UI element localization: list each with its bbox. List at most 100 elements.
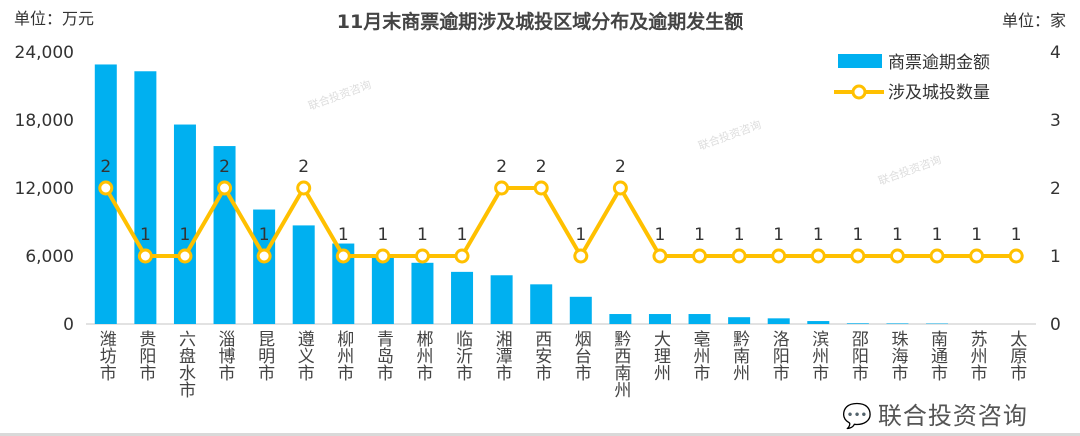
data-label: 1 (971, 225, 982, 245)
data-label: 1 (377, 225, 388, 245)
logo-text: 联合投资咨询 (877, 402, 1028, 430)
line-point (98, 180, 114, 196)
category-label: 烟台市 (570, 330, 591, 381)
line-point (256, 248, 272, 264)
bar (451, 271, 474, 324)
data-label: 1 (734, 225, 745, 245)
category-label: 青岛市 (372, 330, 393, 381)
category-label: 大理州 (649, 330, 670, 381)
left-tick-label: 0 (63, 315, 74, 335)
legend-line-marker (851, 84, 867, 100)
bar (490, 275, 513, 324)
data-label: 1 (852, 225, 863, 245)
watermark: 联合投资咨询 (306, 77, 373, 113)
line-point (414, 248, 430, 264)
watermark: 联合投资咨询 (696, 117, 763, 153)
legend-line-label: 涉及城投数量 (888, 83, 990, 103)
data-label: 2 (298, 157, 309, 177)
data-label: 1 (1011, 225, 1022, 245)
line-point (771, 248, 787, 264)
data-label: 1 (813, 225, 824, 245)
line-point (217, 180, 233, 196)
bar (173, 124, 196, 325)
bar (530, 284, 553, 324)
data-label: 1 (457, 225, 468, 245)
chart-title: 11月末商票逾期涉及城投区域分布及逾期发生额 (337, 10, 743, 33)
line-series (104, 184, 1017, 260)
category-label: 柳州市 (333, 330, 354, 381)
category-label: 六盘水市 (174, 330, 195, 398)
category-label: 太原市 (1006, 330, 1027, 381)
right-tick-label: 0 (1050, 315, 1061, 335)
bar (253, 209, 276, 324)
bar (767, 318, 790, 324)
line-point (177, 248, 193, 264)
line-point (375, 248, 391, 264)
bar (134, 71, 157, 325)
line-point (889, 248, 905, 264)
line-point (850, 248, 866, 264)
data-label: 1 (575, 225, 586, 245)
bar (411, 262, 434, 324)
bar (332, 243, 355, 324)
data-label: 1 (259, 225, 270, 245)
bar (846, 323, 869, 324)
data-label: 1 (932, 225, 943, 245)
bar (688, 314, 711, 324)
line-point (573, 248, 589, 264)
bar (569, 296, 592, 324)
left-tick-label: 12,000 (15, 179, 74, 199)
category-label: 郴州市 (412, 330, 433, 381)
line-point (731, 248, 747, 264)
line-point (296, 180, 312, 196)
category-label: 贵阳市 (135, 330, 156, 381)
data-label: 1 (773, 225, 784, 245)
watermark: 联合投资咨询 (876, 152, 943, 188)
bar (886, 323, 909, 324)
category-label: 黔南州 (729, 330, 750, 381)
data-label: 2 (536, 157, 547, 177)
category-label: 淄博市 (214, 330, 235, 381)
category-label: 西安市 (531, 330, 552, 381)
data-label: 2 (496, 157, 507, 177)
right-tick-label: 2 (1050, 179, 1061, 199)
bar (648, 314, 671, 324)
category-label: 邵阳市 (847, 330, 868, 381)
category-label: 苏州市 (966, 330, 987, 381)
right-tick-label: 4 (1050, 43, 1061, 63)
data-label: 1 (694, 225, 705, 245)
legend-bar-swatch (838, 54, 882, 68)
bar (609, 314, 632, 324)
data-label: 2 (100, 157, 111, 177)
category-label: 黔西南州 (610, 330, 631, 398)
bar (807, 321, 830, 324)
right-tick-label: 1 (1050, 247, 1061, 267)
line-point (652, 248, 668, 264)
category-label: 洛阳市 (768, 330, 789, 381)
line-point (533, 180, 549, 196)
data-label: 1 (892, 225, 903, 245)
right-tick-label: 3 (1050, 111, 1061, 131)
category-label: 昆明市 (254, 330, 275, 381)
line-point (612, 180, 628, 196)
line-point (137, 248, 153, 264)
left-axis-unit: 单位：万元 (14, 9, 94, 28)
bar (371, 257, 394, 324)
line-point (969, 248, 985, 264)
line-point (335, 248, 351, 264)
right-axis-unit: 单位：家 (1002, 11, 1066, 30)
left-tick-label: 24,000 (15, 43, 74, 63)
category-label: 南通市 (927, 330, 948, 381)
category-label: 潍坊市 (95, 330, 116, 381)
category-label: 遵义市 (293, 330, 314, 381)
line-point (810, 248, 826, 264)
category-label: 珠海市 (887, 330, 908, 381)
line-point (454, 248, 470, 264)
line-point (494, 180, 510, 196)
data-label: 1 (655, 225, 666, 245)
data-label: 1 (180, 225, 191, 245)
data-label: 1 (417, 225, 428, 245)
data-label: 2 (219, 157, 230, 177)
